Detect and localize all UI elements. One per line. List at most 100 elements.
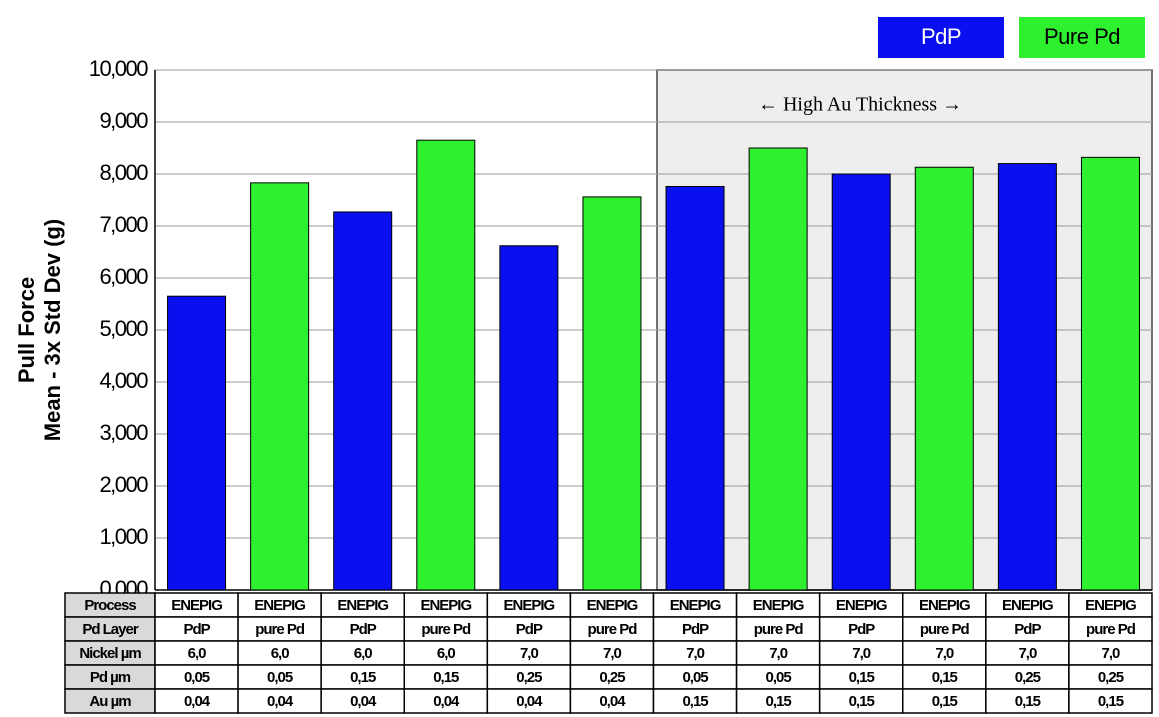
cell-text: 7,0 bbox=[852, 645, 871, 662]
y-tick-label: 6,000 bbox=[99, 264, 148, 289]
table-cell bbox=[985, 664, 1070, 690]
cell-text: PdP bbox=[183, 621, 210, 638]
cell-text: pure Pd bbox=[754, 621, 804, 638]
cell-text: ENEPIG bbox=[670, 597, 721, 614]
table-cell bbox=[154, 640, 239, 666]
table-cell bbox=[652, 664, 738, 690]
bar bbox=[250, 182, 310, 591]
cell-text: 7,0 bbox=[1102, 645, 1121, 662]
cell-text: 6,0 bbox=[271, 645, 290, 662]
table-cell bbox=[818, 664, 904, 690]
legend-swatch bbox=[878, 17, 1004, 58]
table-cell bbox=[985, 592, 1070, 618]
cell-text: PdP bbox=[350, 621, 377, 638]
row-header: Pd Layer bbox=[82, 621, 139, 638]
y-tick-label: 10,000 bbox=[89, 56, 149, 81]
legend-swatch bbox=[1019, 17, 1145, 58]
cell-text: 0,25 bbox=[516, 669, 542, 686]
table-cell bbox=[1068, 664, 1153, 690]
cell-text: ENEPIG bbox=[753, 597, 804, 614]
y-axis-title: Mean - 3x Std Dev (g) bbox=[40, 219, 65, 441]
bar bbox=[997, 163, 1057, 591]
cell-text: 0,05 bbox=[184, 669, 210, 686]
cell-text: 0,15 bbox=[849, 669, 875, 686]
bar bbox=[167, 295, 227, 591]
cell-text: 6,0 bbox=[437, 645, 456, 662]
cell-text: 0,05 bbox=[267, 669, 293, 686]
cell-text: ENEPIG bbox=[919, 597, 970, 614]
bar bbox=[748, 147, 808, 591]
cell-text: 7,0 bbox=[686, 645, 705, 662]
y-axis-title: Pull Force bbox=[14, 277, 39, 383]
cell-text: ENEPIG bbox=[1002, 597, 1053, 614]
cell-text: pure Pd bbox=[1086, 621, 1136, 638]
row-header: Au µm bbox=[89, 693, 131, 710]
table-cell bbox=[64, 616, 156, 642]
cell-text: 7,0 bbox=[769, 645, 788, 662]
table-cell bbox=[237, 592, 322, 618]
table-cell bbox=[1068, 688, 1153, 714]
cell-text: 7,0 bbox=[603, 645, 622, 662]
legend-label: Pure Pd bbox=[1044, 24, 1120, 49]
bar bbox=[1080, 156, 1140, 591]
table-cell bbox=[320, 640, 405, 666]
cell-text: ENEPIG bbox=[836, 597, 887, 614]
table-cell bbox=[569, 664, 655, 690]
cell-text: 0,05 bbox=[682, 669, 708, 686]
bar bbox=[416, 139, 476, 591]
table-cell bbox=[569, 688, 655, 714]
cell-text: 7,0 bbox=[1018, 645, 1037, 662]
cell-text: 0,15 bbox=[682, 693, 708, 710]
cell-text: ENEPIG bbox=[171, 597, 222, 614]
table-cell bbox=[735, 616, 821, 642]
table-cell bbox=[154, 664, 239, 690]
cell-text: 6,0 bbox=[354, 645, 373, 662]
cell-text: pure Pd bbox=[588, 621, 638, 638]
bar bbox=[831, 173, 891, 591]
cell-text: ENEPIG bbox=[420, 597, 471, 614]
cell-text: 0,15 bbox=[849, 693, 875, 710]
table-cell bbox=[652, 688, 738, 714]
cell-text: 0,04 bbox=[350, 693, 377, 710]
row-header: Process bbox=[84, 597, 136, 614]
cell-text: 0,04 bbox=[433, 693, 460, 710]
table-cell bbox=[237, 664, 322, 690]
cell-text: 0,15 bbox=[932, 669, 958, 686]
table-cell bbox=[735, 592, 821, 618]
annotation: ← High Au Thickness → bbox=[758, 94, 962, 116]
table-cell bbox=[237, 688, 322, 714]
legend-label: PdP bbox=[921, 24, 961, 49]
cell-text: pure Pd bbox=[255, 621, 305, 638]
y-tick-label: 5,000 bbox=[99, 316, 148, 341]
cell-text: PdP bbox=[682, 621, 709, 638]
cell-text: ENEPIG bbox=[254, 597, 305, 614]
y-tick-label: 1,000 bbox=[99, 524, 148, 549]
cell-text: ENEPIG bbox=[504, 597, 555, 614]
cell-text: pure Pd bbox=[421, 621, 471, 638]
cell-text: 0,15 bbox=[433, 669, 459, 686]
table-cell bbox=[237, 640, 322, 666]
row-header: Nickel µm bbox=[79, 645, 141, 662]
table-cell bbox=[818, 688, 904, 714]
cell-text: pure Pd bbox=[920, 621, 970, 638]
bar bbox=[665, 185, 725, 591]
table-cell bbox=[1068, 616, 1153, 642]
bar bbox=[333, 211, 393, 591]
table-cell bbox=[403, 688, 489, 714]
cell-text: 0,15 bbox=[766, 693, 792, 710]
table-cell bbox=[320, 688, 405, 714]
cell-text: 0,25 bbox=[1098, 669, 1124, 686]
cell-text: ENEPIG bbox=[337, 597, 388, 614]
cell-text: 7,0 bbox=[520, 645, 539, 662]
table-cell bbox=[985, 688, 1070, 714]
y-tick-label: 7,000 bbox=[99, 212, 148, 237]
cell-text: 0,04 bbox=[267, 693, 294, 710]
table-cell bbox=[154, 688, 239, 714]
cell-text: 0,05 bbox=[766, 669, 792, 686]
cell-text: 0,04 bbox=[599, 693, 626, 710]
table-cell bbox=[486, 640, 572, 666]
table-cell bbox=[403, 592, 489, 618]
cell-text: 0,25 bbox=[1015, 669, 1041, 686]
bar bbox=[914, 166, 974, 591]
